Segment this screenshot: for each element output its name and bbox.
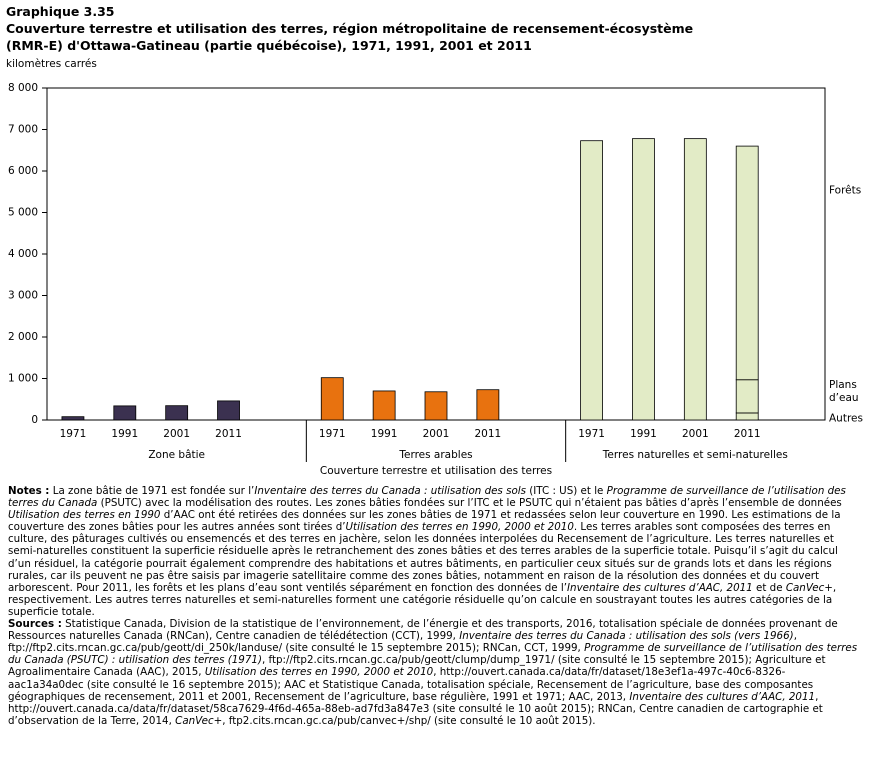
text-run: La zone bâtie de 1971 est fondée sur l’ [52, 485, 255, 497]
text-run: , ftp://ftp2.cits.rncan.gc.ca/pub/geott/… [8, 630, 797, 655]
x-tick-label: 2001 [423, 428, 450, 440]
segment-label: Forêts [829, 184, 862, 197]
bar [165, 405, 189, 421]
text-run: , ftp://ftp2.cits.rncan.gc.ca/pub/geott/… [8, 654, 826, 679]
text-run: et de [752, 581, 786, 594]
text-run: Programme de surveillance de l’utilisati… [8, 642, 858, 667]
x-tick-label: 2011 [734, 428, 761, 440]
x-tick-label: 1991 [630, 428, 657, 440]
text-run: Inventaire des cultures d’AAC, 2011 [567, 581, 753, 594]
x-tick-label: 2001 [682, 428, 709, 440]
stacked-bar-segment [735, 412, 759, 421]
y-tick-label: 8 000 [8, 82, 38, 94]
stacked-bar-segment [735, 145, 759, 381]
y-tick-label: 6 000 [8, 165, 38, 177]
text-run: , http://ouvert.canada.ca/data/fr/datase… [8, 666, 814, 703]
bar [580, 140, 603, 421]
text-run: CanVec+ [175, 714, 223, 727]
notes-label: Sources : [8, 618, 62, 631]
bar [476, 389, 500, 421]
text-run: (PSUTC) avec la modélisation des routes.… [97, 497, 842, 510]
group-label: Terres arables [398, 449, 472, 461]
y-tick-label: 0 [31, 414, 38, 426]
x-tick-label: 1971 [60, 428, 87, 440]
group-label: Zone bâtie [148, 449, 205, 461]
text-run: . Les terres arables sont composées des … [8, 521, 838, 594]
x-tick-label: 1971 [578, 428, 605, 440]
notes-label: Notes : [8, 485, 50, 497]
y-tick-label: 2 000 [8, 331, 38, 343]
bar [61, 416, 85, 421]
text-run: (ITC : US) et le [525, 485, 607, 497]
text-run: CanVec+ [785, 581, 833, 594]
text-run: Statistique Canada, Division de la stati… [8, 618, 838, 643]
text-run: Inventaire des terres du Canada : utilis… [254, 485, 526, 497]
header: Graphique 3.35 Couverture terrestre et u… [6, 3, 696, 54]
plot-frame [46, 87, 826, 421]
bar [217, 400, 240, 421]
text-run: Programme de surveillance de l’utilisati… [8, 485, 846, 510]
chart-title: Couverture terrestre et utilisation des … [6, 21, 694, 53]
bar [372, 390, 396, 421]
y-tick-label: 5 000 [8, 207, 38, 219]
text-run: Utilisation des terres en 1990, 2000 et … [204, 666, 434, 679]
text-run: d’AAC ont été retirées des données sur l… [8, 509, 841, 534]
segment-label: Plans d’eau [829, 379, 859, 404]
y-tick-label: 1 000 [8, 373, 38, 385]
sources-paragraph: Sources : Statistique Canada, Division d… [8, 618, 860, 727]
notes-paragraph: Notes : La zone bâtie de 1971 est fondée… [8, 485, 860, 618]
bar [113, 405, 137, 421]
bar [320, 377, 344, 421]
notes: Notes : La zone bâtie de 1971 est fondée… [8, 485, 860, 727]
x-axis-label: Couverture terrestre et utilisation des … [320, 465, 552, 477]
y-unit: kilomètres carrés [6, 58, 97, 70]
group-label: Terres naturelles et semi-naturelles [602, 449, 788, 461]
x-tick-label: 1971 [319, 428, 346, 440]
bar [632, 138, 655, 421]
segment-label: Autres [829, 412, 863, 425]
x-tick-label: 1991 [371, 428, 398, 440]
x-tick-label: 2011 [474, 428, 501, 440]
x-tick-label: 1991 [111, 428, 138, 440]
y-tick-label: 3 000 [8, 290, 38, 302]
chart-label: Graphique 3.35 [6, 4, 115, 19]
text-run: Utilisation des terres en 1990 [8, 509, 161, 522]
stacked-bar-segment [735, 379, 759, 414]
text-run: , http://ouvert.canada.ca/data/fr/datase… [8, 690, 823, 727]
text-run: Inventaire des terres du Canada : utilis… [459, 630, 794, 643]
bar [424, 391, 448, 421]
x-tick-label: 2001 [163, 428, 190, 440]
text-run: , respectivement. Les autres terres natu… [8, 581, 837, 618]
text-run: Inventaire des cultures d’AAC, 2011 [629, 690, 816, 703]
text-run: , ftp2.cits.rncan.gc.ca/pub/canvec+/shp/… [222, 714, 596, 727]
chart: 0 1 000 2 000 3 000 4 000 5 000 6 000 7 000 8 00… [8, 82, 826, 477]
x-tick-label: 2011 [215, 428, 242, 440]
bar [683, 138, 707, 421]
y-tick-label: 7 000 [8, 124, 38, 136]
text-run: Utilisation des terres en 1990, 2000 et … [345, 521, 574, 534]
y-tick-label: 4 000 [8, 248, 38, 260]
